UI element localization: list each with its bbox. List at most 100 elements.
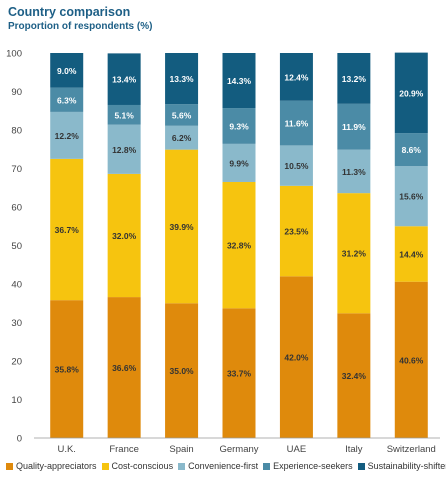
bar-segment — [279, 100, 313, 146]
bar-segment — [394, 281, 428, 438]
chart-legend: Quality-appreciators Cost-conscious Conven… — [6, 461, 446, 471]
bar-segment — [279, 53, 313, 101]
bar-segment — [279, 185, 313, 277]
y-tick-label: 30 — [11, 318, 22, 329]
bar-data-label: 11.3% — [342, 167, 366, 177]
bar-segment — [165, 104, 199, 126]
bar-segment — [165, 149, 199, 304]
bar-data-label: 36.7% — [55, 225, 80, 235]
bar-segment — [279, 145, 313, 186]
legend-swatch — [101, 462, 109, 470]
bar-data-label: 20.9% — [399, 88, 424, 98]
legend-swatch — [6, 462, 13, 470]
bar-segment — [394, 226, 428, 282]
bar-data-label: 35.8% — [55, 365, 80, 375]
bar-data-label: 11.9% — [342, 122, 366, 132]
bar-segment — [50, 111, 84, 159]
y-tick-label: 100 — [6, 49, 22, 60]
bar-data-label: 11.6% — [285, 119, 309, 129]
legend-item: Sustainability-shifters — [357, 461, 446, 471]
bar-data-label: 13.3% — [170, 74, 195, 84]
bar-data-label: 10.5% — [284, 161, 309, 171]
bar-data-label: 6.3% — [57, 95, 77, 105]
y-tick-label: 0 — [17, 434, 22, 445]
bar-data-label: 40.6% — [399, 355, 424, 365]
bar-segment — [50, 53, 84, 88]
chart-subtitle: Proportion of respondents (%) — [8, 21, 153, 32]
bar-segment — [165, 53, 199, 105]
bar-data-label: 32.4% — [342, 371, 367, 381]
bar-segment — [222, 308, 256, 438]
y-tick-label: 50 — [11, 241, 22, 252]
legend-label: Experience-seekers — [273, 461, 353, 471]
bar-segment — [50, 87, 84, 112]
bar-segment — [107, 104, 141, 125]
bar-data-label: 13.2% — [342, 74, 367, 84]
bar-data-label: 31.2% — [342, 249, 367, 259]
bar-data-label: 6.2% — [172, 133, 192, 143]
bar-segment — [107, 124, 141, 174]
legend-label: Sustainability-shifters — [367, 461, 446, 471]
y-tick-label: 80 — [11, 126, 22, 137]
stacked-bar-chart: 0 10 20 30 40 50 60 70 80 90 100 35.8% 36.7% 12.2% 6.3… — [6, 49, 440, 455]
bar-data-label: 5.1% — [114, 110, 134, 120]
bar-segment — [165, 303, 199, 438]
legend-item: Quality-appreciators — [6, 461, 97, 471]
bar-data-label: 33.7% — [227, 369, 252, 379]
bar-data-label: 32.0% — [112, 231, 137, 241]
bar-segment — [107, 53, 141, 105]
legend-label: Cost-conscious — [111, 461, 174, 471]
bar-data-label: 23.5% — [284, 227, 309, 237]
bar-segment — [222, 143, 256, 182]
bar-data-label: 9.9% — [229, 158, 249, 168]
bar-data-label: 12.8% — [112, 145, 137, 155]
bar-segment — [50, 300, 84, 438]
bar-segment — [165, 125, 199, 150]
bar-segment — [50, 158, 84, 301]
legend-label: Quality-appreciators — [16, 461, 97, 471]
y-tick-label: 70 — [11, 164, 22, 175]
legend-swatch — [178, 462, 186, 470]
bar-data-label: 12.4% — [284, 72, 309, 82]
bar-data-label: 12.2% — [55, 131, 80, 141]
bar-data-label: 13.4% — [112, 75, 137, 85]
x-tick-label: Switzerland — [387, 444, 436, 455]
y-tick-label: 90 — [11, 87, 22, 98]
y-tick-label: 20 — [11, 357, 22, 368]
legend-swatch — [357, 462, 365, 470]
bar-segment — [337, 149, 371, 194]
bar-data-label: 36.6% — [112, 363, 137, 373]
bar-segment — [222, 108, 256, 144]
chart-title: Country comparison — [8, 5, 131, 19]
y-tick-label: 40 — [11, 280, 22, 291]
bar-data-label: 42.0% — [284, 353, 309, 363]
bar-segment — [337, 313, 371, 438]
bar-segment — [107, 297, 141, 438]
legend-label: Convenience-first — [188, 461, 259, 471]
bar-segment — [279, 276, 313, 438]
bar-data-label: 5.6% — [172, 110, 192, 120]
bar-data-label: 8.6% — [402, 145, 422, 155]
x-tick-label: France — [109, 444, 139, 455]
x-tick-label: UAE — [287, 444, 307, 455]
bar-segment — [337, 103, 371, 150]
bar-segment — [337, 53, 371, 104]
bar-data-label: 39.9% — [170, 222, 195, 232]
x-tick-label: U.K. — [57, 444, 75, 455]
bar-data-label: 15.6% — [399, 192, 424, 202]
legend-swatch — [263, 462, 271, 470]
bar-segment — [222, 181, 256, 309]
bar-data-label: 35.0% — [170, 366, 195, 376]
bar-segment — [107, 173, 141, 298]
x-tick-label: Italy — [345, 444, 363, 455]
legend-item: Cost-conscious — [101, 461, 174, 471]
bar-data-label: 32.8% — [227, 241, 252, 251]
legend-item: Convenience-first — [178, 461, 258, 471]
y-tick-label: 60 — [11, 203, 22, 214]
bar-data-label: 14.3% — [227, 76, 252, 86]
bar-segment — [337, 193, 371, 314]
bar-data-label: 9.3% — [229, 121, 249, 131]
x-tick-label: Spain — [169, 444, 193, 455]
legend-item: Experience-seekers — [263, 461, 353, 471]
bar-segment — [222, 53, 256, 109]
